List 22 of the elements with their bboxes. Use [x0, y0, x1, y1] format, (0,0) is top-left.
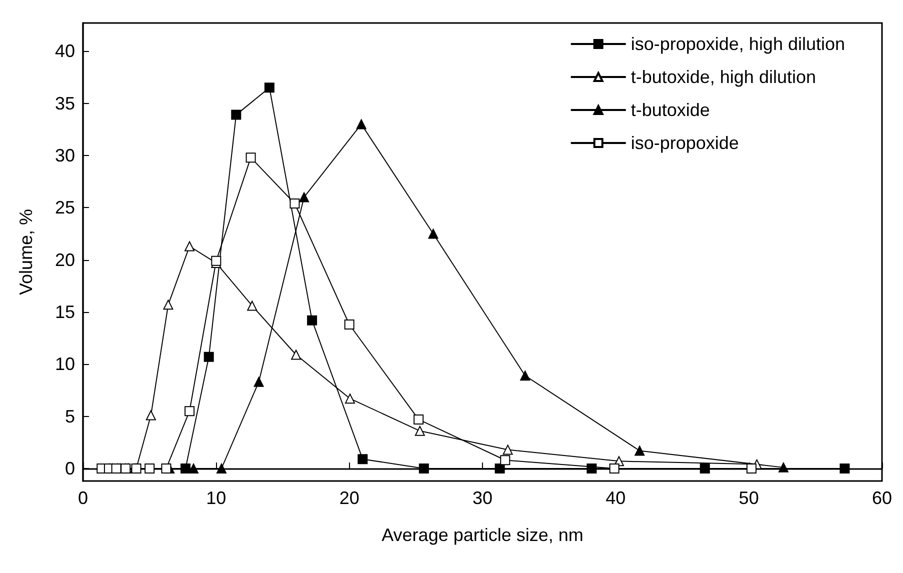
y-tick-label: 35: [54, 93, 75, 114]
y-tick-label: 10: [54, 354, 75, 374]
legend-label: iso-propoxide, high dilution: [630, 34, 846, 54]
x-tick-label: 50: [738, 488, 759, 508]
y-tick-label: 5: [64, 406, 75, 426]
x-tick-label: 10: [206, 488, 226, 508]
legend-label: t-butoxide, high dilution: [630, 67, 816, 87]
y-axis-title: Volume, %: [16, 208, 36, 296]
x-axis-title: Average particle size, nm: [382, 525, 584, 545]
legend-label: t-butoxide: [630, 100, 710, 120]
y-tick-label: 0: [64, 458, 75, 478]
y-tick-label: 40: [54, 41, 75, 62]
x-tick-label: 40: [606, 488, 626, 508]
y-tick-label: 20: [54, 250, 75, 270]
x-tick-label: 60: [872, 488, 892, 508]
y-tick-label: 15: [54, 302, 75, 322]
x-tick-label: 0: [78, 488, 88, 508]
x-tick-label: 20: [339, 488, 360, 508]
legend-label: iso-propoxide: [630, 133, 739, 153]
y-tick-label: 25: [54, 198, 75, 218]
y-tick-label: 30: [54, 145, 75, 166]
x-tick-label: 30: [472, 488, 493, 508]
